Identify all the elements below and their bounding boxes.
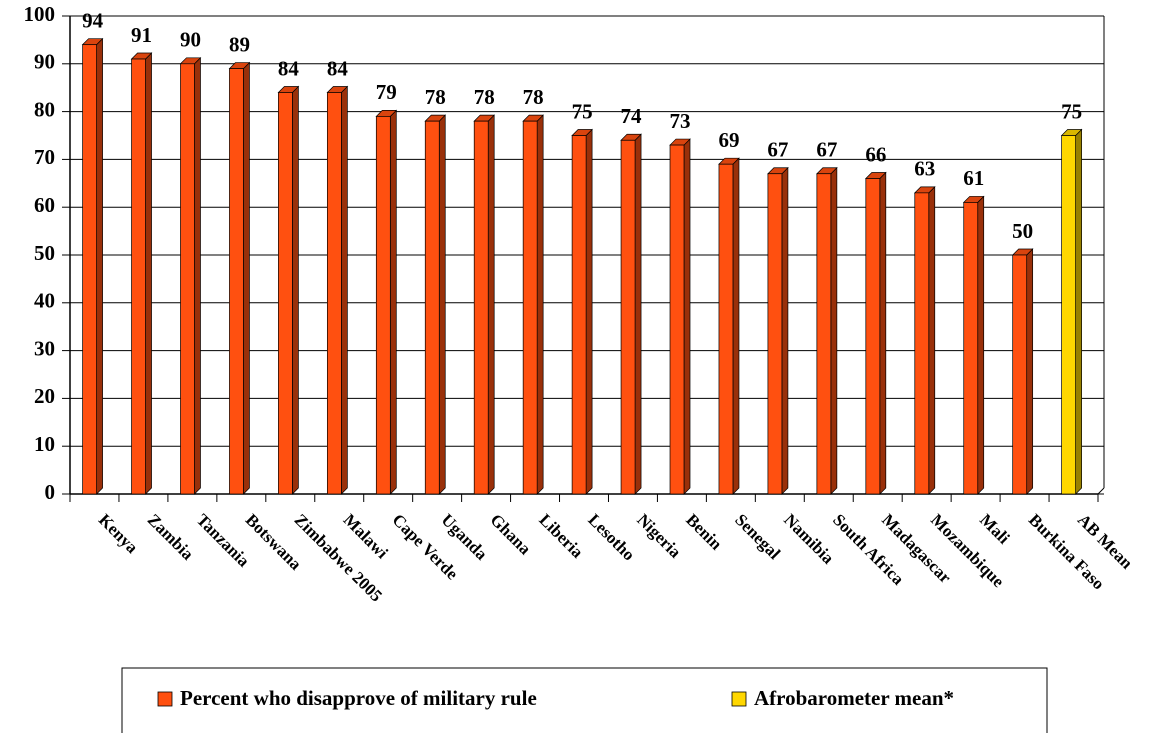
- value-label: 89: [229, 32, 250, 56]
- y-tick-label: 0: [45, 480, 56, 504]
- bar-side: [145, 52, 152, 495]
- bar-side: [977, 195, 985, 495]
- bar: [669, 144, 685, 495]
- value-label: 90: [180, 28, 201, 52]
- bar-side: [928, 186, 936, 495]
- value-label: 69: [718, 128, 739, 152]
- legend-label: Afrobarometer mean*: [754, 686, 954, 710]
- y-tick-label: 10: [34, 432, 55, 456]
- bar-side: [781, 166, 789, 495]
- bar: [767, 173, 783, 495]
- bar-side: [830, 166, 838, 495]
- bar: [620, 139, 636, 495]
- bar: [865, 178, 881, 495]
- value-label: 84: [278, 56, 300, 80]
- x-tick-label: Benin: [682, 510, 726, 554]
- x-tick-label: Senegal: [731, 510, 784, 563]
- y-tick-label: 80: [34, 97, 55, 121]
- value-label: 78: [474, 85, 495, 109]
- bar-side: [732, 157, 740, 495]
- bar: [424, 120, 440, 495]
- y-tick-label: 60: [34, 193, 55, 217]
- x-tick-label: Zambia: [144, 510, 198, 564]
- bar: [571, 135, 587, 495]
- value-label: 50: [1012, 219, 1033, 243]
- bar-side: [340, 85, 348, 495]
- value-label: 66: [865, 142, 886, 166]
- bar: [180, 63, 195, 495]
- value-label: 75: [1061, 99, 1082, 123]
- value-label: 91: [131, 23, 152, 47]
- bar: [1061, 135, 1076, 495]
- value-label: 67: [767, 138, 788, 162]
- value-label: 74: [621, 104, 643, 128]
- legend-box: [121, 667, 1048, 733]
- value-label: 94: [82, 8, 104, 32]
- legend-swatch: [731, 691, 747, 707]
- bar: [963, 202, 979, 495]
- bar: [375, 116, 391, 495]
- bar: [82, 44, 97, 495]
- y-tick-label: 100: [24, 2, 56, 26]
- y-tick-label: 20: [34, 384, 55, 408]
- bar: [131, 58, 146, 495]
- bar-side: [96, 37, 103, 495]
- floor-edge: [1097, 487, 1105, 495]
- value-label: 61: [963, 166, 984, 190]
- bar-side: [536, 114, 544, 495]
- bar-side: [389, 109, 397, 495]
- value-label: 84: [327, 56, 349, 80]
- bar: [522, 120, 538, 495]
- bar-side: [243, 61, 250, 495]
- bar-side: [683, 138, 691, 495]
- bar-side: [194, 56, 201, 495]
- value-label: 78: [523, 85, 544, 109]
- value-label: 63: [914, 157, 935, 181]
- value-label: 67: [816, 138, 837, 162]
- x-tick-label: Liberia: [535, 510, 587, 562]
- bar-side: [634, 133, 642, 495]
- bar: [1012, 254, 1028, 495]
- value-label: 78: [425, 85, 446, 109]
- bar: [718, 163, 734, 495]
- y-tick-label: 40: [34, 289, 55, 313]
- x-tick-label: Mali: [976, 510, 1014, 548]
- y-tick-label: 30: [34, 336, 55, 360]
- legend-label: Percent who disapprove of military rule: [180, 686, 537, 710]
- bar-side: [1075, 128, 1082, 495]
- x-tick-label: Kenya: [95, 510, 142, 557]
- x-tick-label: Nigeria: [633, 510, 685, 562]
- bar: [326, 92, 342, 495]
- bar-side: [879, 171, 887, 495]
- y-tick-label: 50: [34, 241, 55, 265]
- bar: [914, 192, 930, 495]
- bar-side: [487, 114, 495, 495]
- x-tick-label: Zimbabwe 2005: [291, 510, 386, 605]
- bar-side: [585, 128, 593, 495]
- bar: [229, 68, 244, 495]
- x-tick-label: Lesotho: [584, 510, 638, 564]
- legend-swatch: [157, 691, 173, 707]
- bar-side: [292, 85, 299, 495]
- y-tick-label: 90: [34, 50, 55, 74]
- bar-side: [1026, 248, 1034, 495]
- bar-side: [438, 114, 446, 495]
- x-tick-label: Tanzania: [193, 510, 254, 571]
- value-label: 73: [670, 109, 691, 133]
- bar: [816, 173, 832, 495]
- value-label: 79: [376, 80, 397, 104]
- x-tick-label: Ghana: [487, 510, 536, 559]
- x-tick-label: Namibia: [780, 510, 838, 568]
- bar: [278, 92, 293, 495]
- bar: [473, 120, 489, 495]
- y-tick-label: 70: [34, 145, 55, 169]
- value-label: 75: [572, 99, 593, 123]
